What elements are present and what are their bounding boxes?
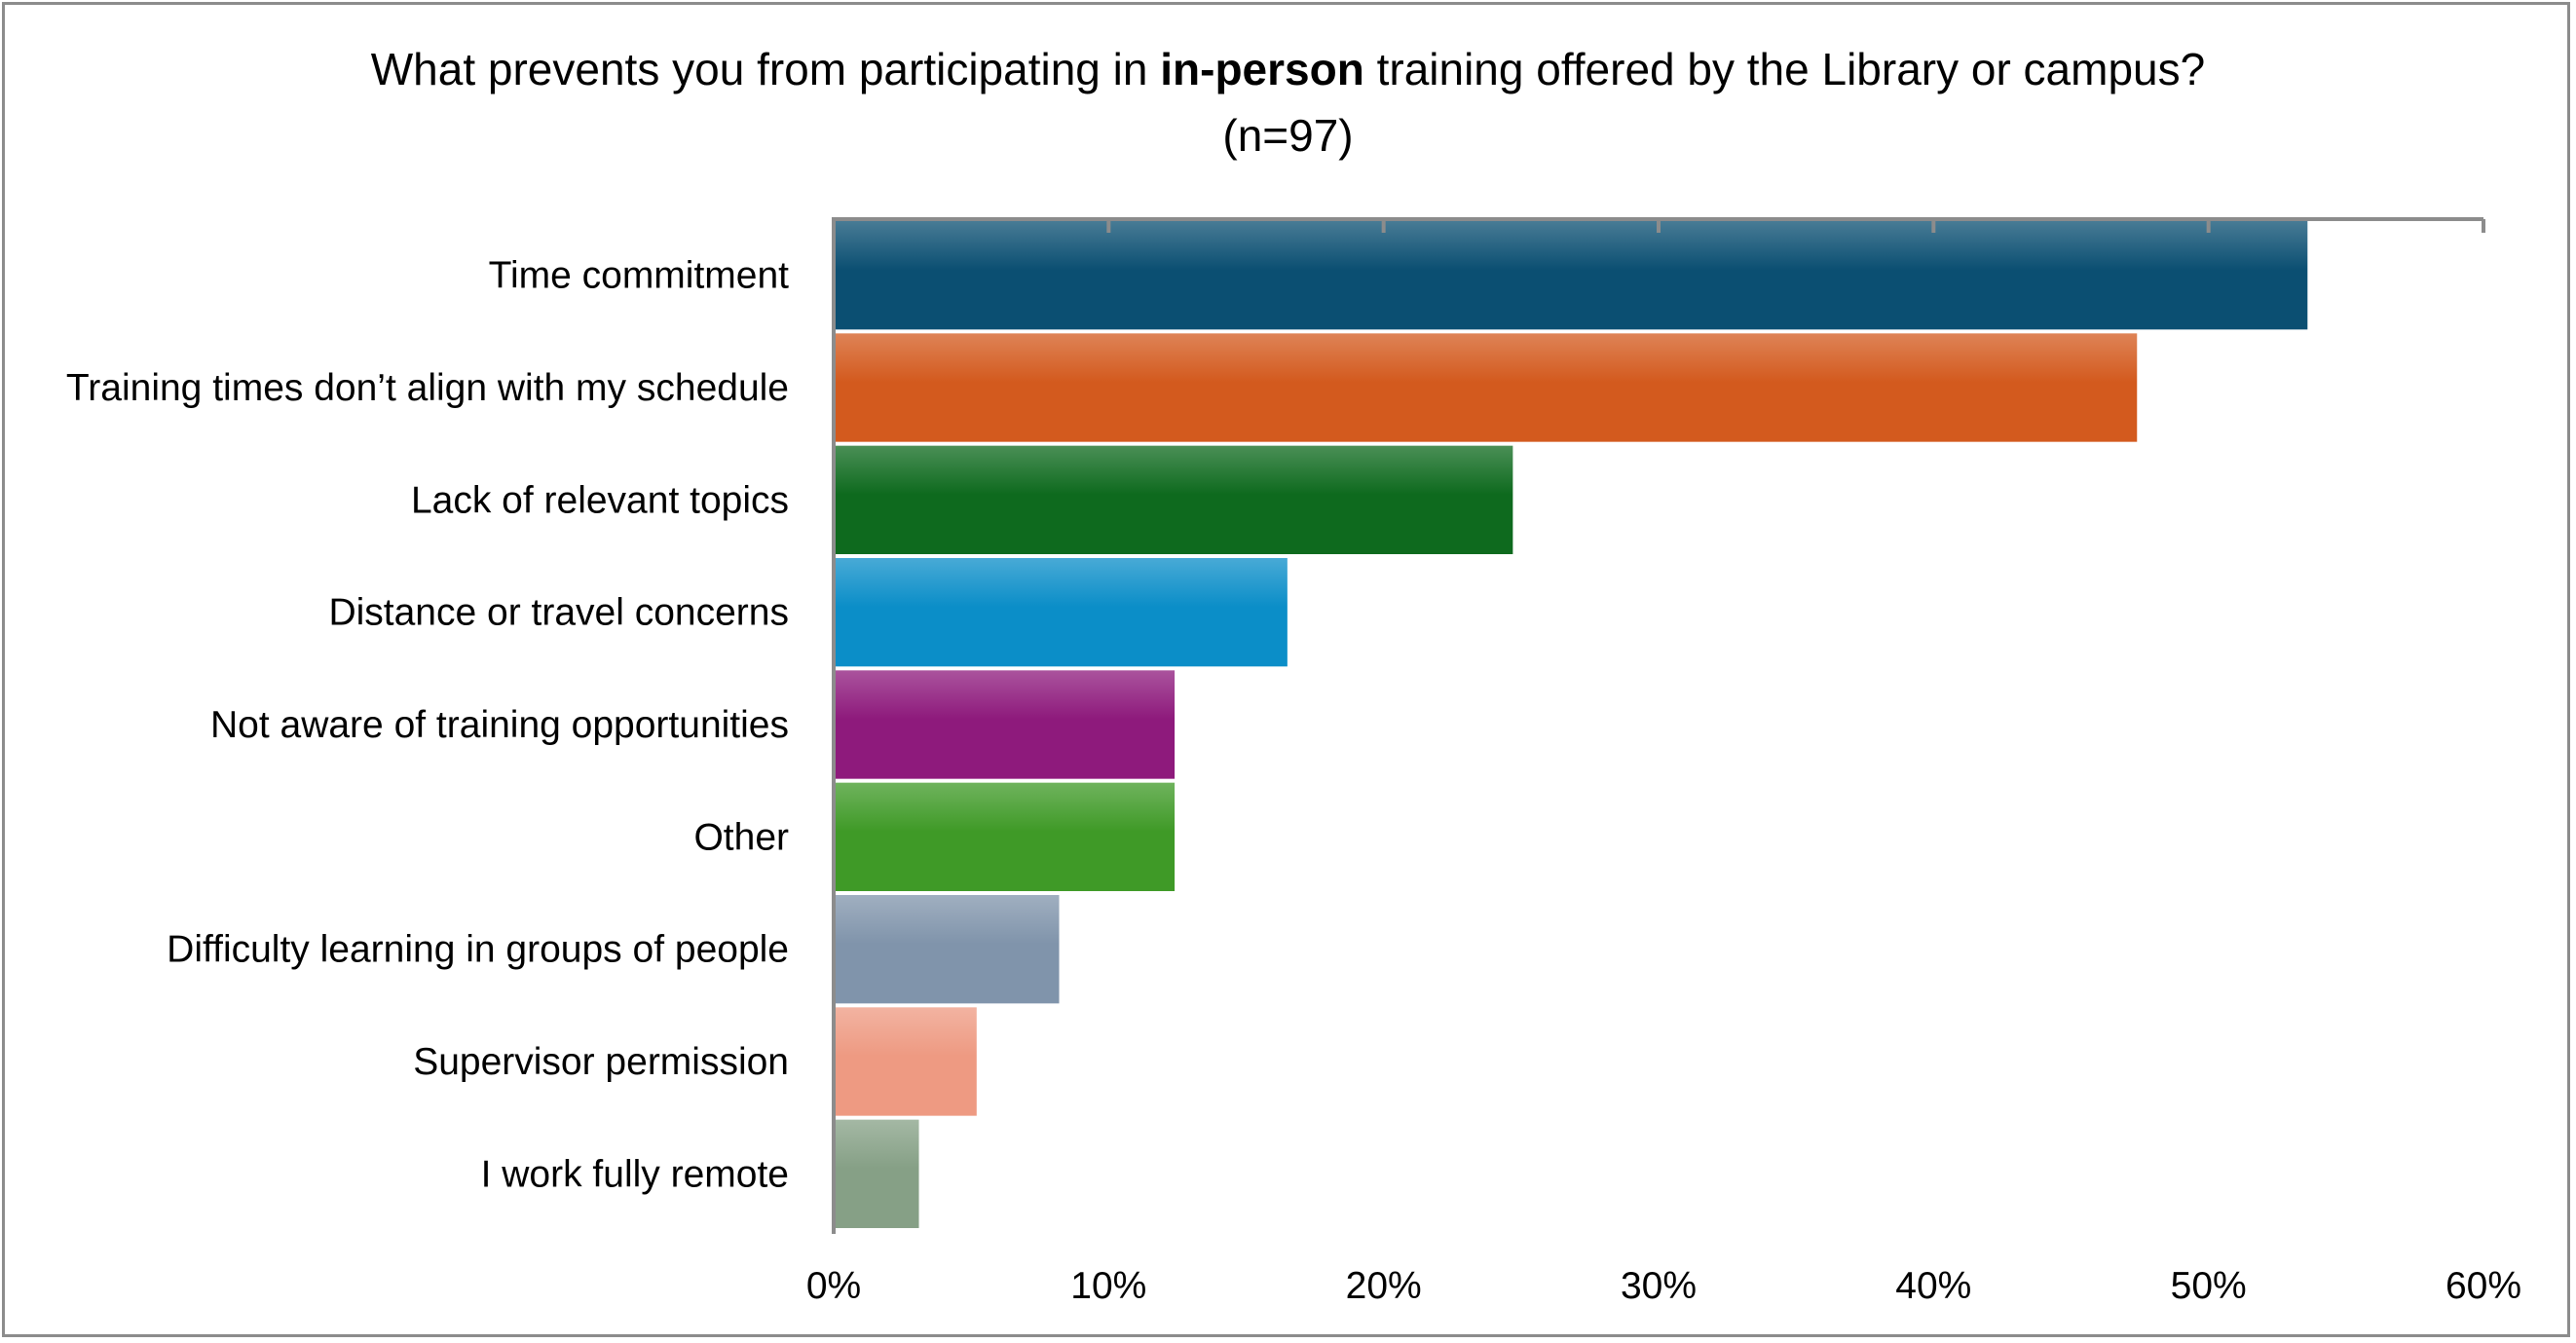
bars-group: [834, 221, 2308, 1228]
tick-labels: 0% 10% 20% 30% 40% 50% 60%: [806, 1265, 2521, 1307]
x-tick-label: 50%: [2171, 1265, 2247, 1307]
bar-2: [834, 333, 2138, 442]
category-label: Time commitment: [489, 255, 790, 297]
bar-5: [834, 670, 1176, 779]
category-label: Lack of relevant topics: [411, 479, 789, 521]
chart-title-bold-part: in-person: [1160, 44, 1364, 94]
chart-title-part-2: training offered by the Library or campu…: [1363, 44, 2206, 94]
x-tick-label: 60%: [2445, 1265, 2521, 1307]
x-tick-label: 0%: [806, 1265, 861, 1307]
category-label: Training times don’t align with my sched…: [66, 367, 789, 409]
category-label: Difficulty learning in groups of people: [167, 929, 789, 971]
axis-group: [832, 217, 2485, 1234]
bar-8: [834, 1007, 977, 1116]
chart-title: What prevents you from participating in …: [0, 37, 2576, 101]
bar-4: [834, 558, 1288, 667]
category-label: Other: [693, 816, 789, 858]
x-tick-label: 20%: [1346, 1265, 1422, 1307]
category-label: I work fully remote: [481, 1153, 789, 1195]
x-tick-label: 30%: [1621, 1265, 1697, 1307]
bar-7: [834, 895, 1060, 1004]
x-tick-label: 10%: [1070, 1265, 1146, 1307]
chart-subtitle: (n=97): [1222, 110, 1354, 161]
bar-9: [834, 1119, 919, 1228]
chart-title-part-1: What prevents you from participating in: [370, 44, 1161, 94]
bar-3: [834, 445, 1513, 554]
x-tick-label: 40%: [1895, 1265, 1971, 1307]
bar-6: [834, 782, 1176, 891]
category-labels: Time commitment Training times don’t alig…: [66, 255, 789, 1196]
category-label: Not aware of training opportunities: [210, 704, 789, 746]
category-label: Distance or travel concerns: [328, 592, 789, 634]
category-label: Supervisor permission: [413, 1041, 789, 1083]
bar-1: [834, 221, 2308, 330]
